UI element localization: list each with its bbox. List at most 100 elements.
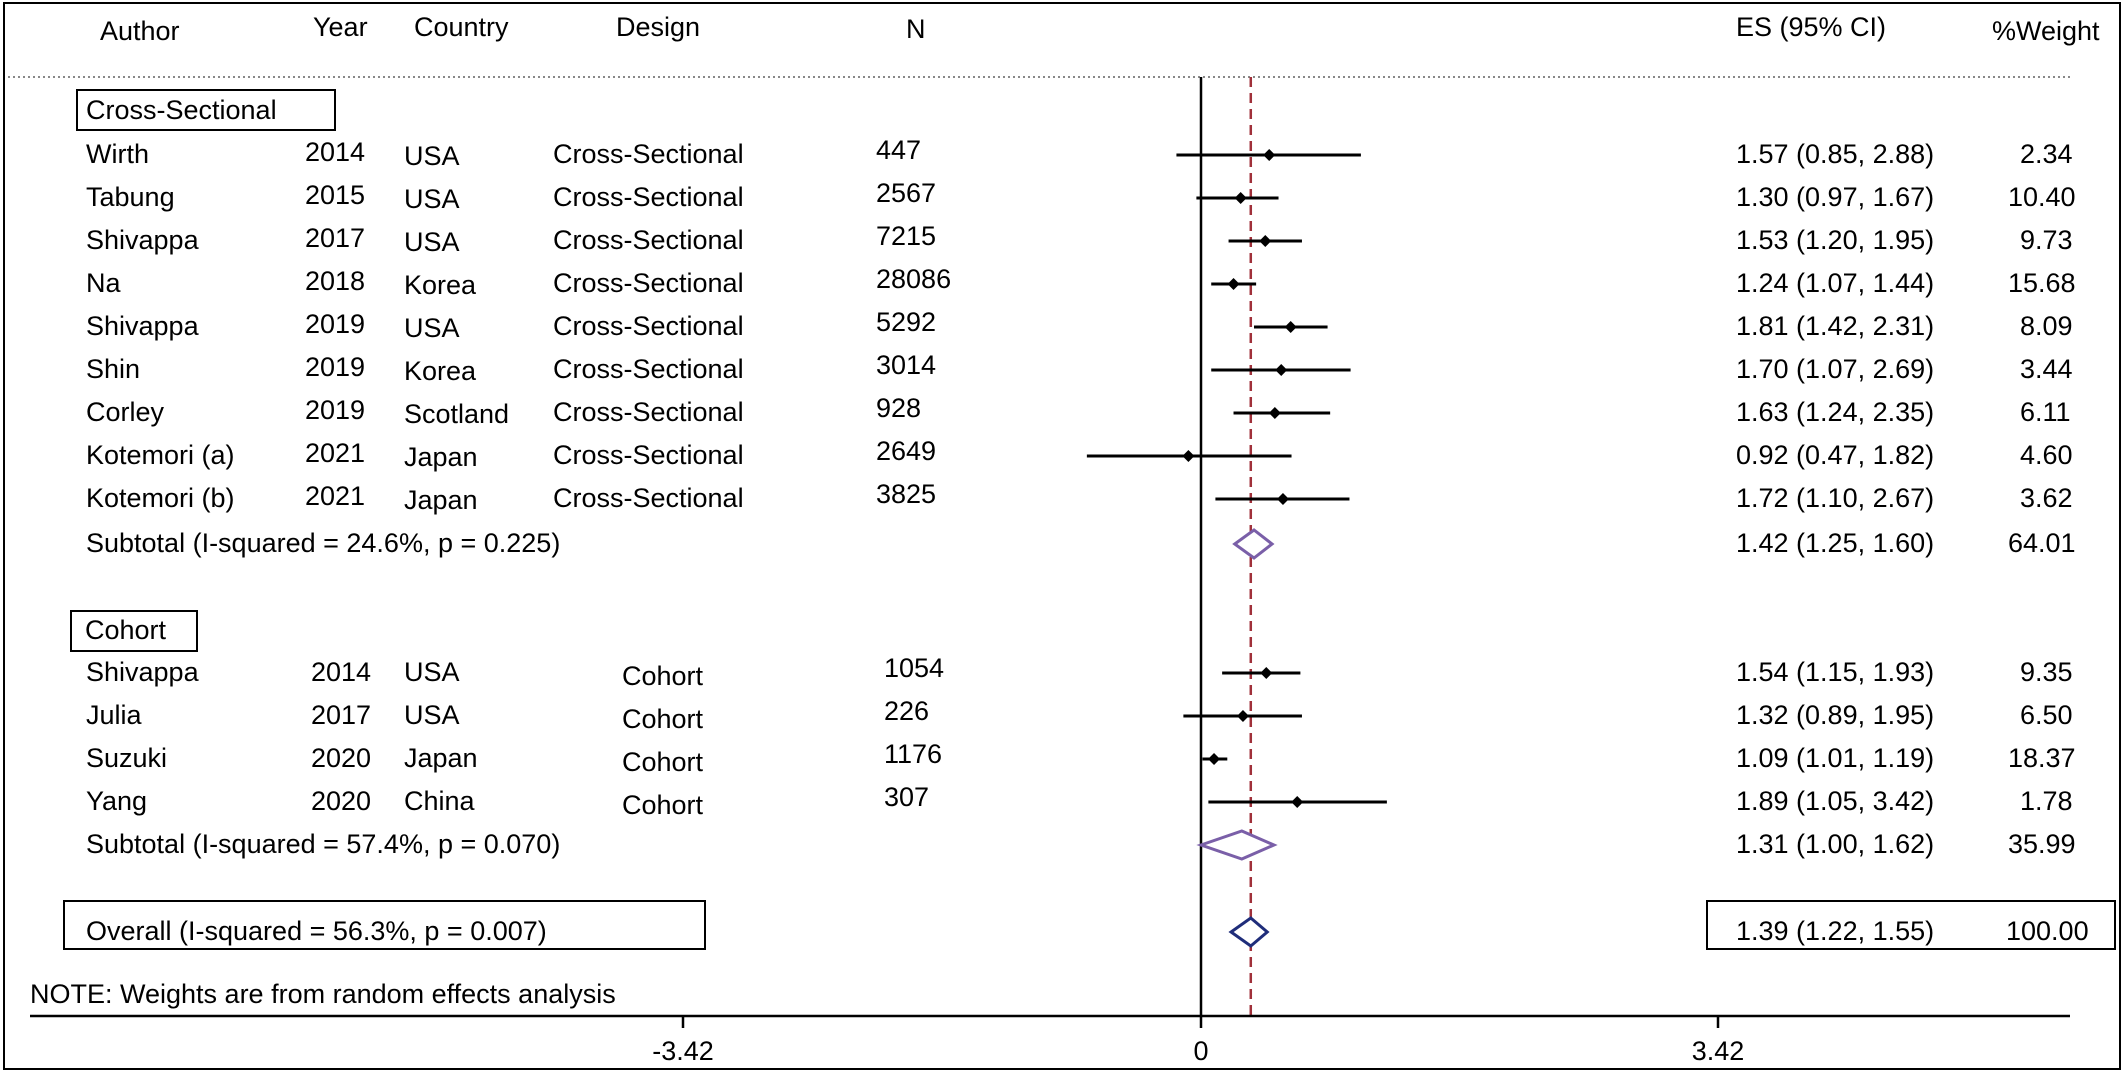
- study-design: Cross-Sectional: [553, 139, 744, 169]
- study-year: 2014: [311, 657, 372, 687]
- study-design: Cohort: [622, 747, 704, 777]
- overall-label: Overall (I-squared = 56.3%, p = 0.007): [86, 916, 547, 946]
- study-author: Kotemori (b): [86, 483, 235, 513]
- study-n: 5292: [876, 307, 937, 337]
- study-author: Shin: [86, 354, 141, 384]
- header-es: ES (95% CI): [1736, 12, 1887, 42]
- study-year: 2017: [311, 700, 372, 730]
- group-label-box: [76, 89, 336, 131]
- study-author: Shivappa: [86, 225, 199, 255]
- point-estimate: [1227, 278, 1240, 290]
- point-estimate: [1276, 493, 1289, 505]
- study-country: USA: [404, 313, 460, 343]
- study-author: Shivappa: [86, 657, 199, 687]
- x-tick-label: 3.42: [1691, 1036, 1745, 1066]
- study-n: 3014: [876, 350, 937, 380]
- point-estimate: [1236, 710, 1249, 722]
- study-n: 1054: [884, 653, 945, 683]
- header-country: Country: [414, 12, 509, 42]
- point-estimate: [1284, 321, 1297, 333]
- study-es: 1.72 (1.10, 2.67): [1736, 483, 1935, 513]
- study-year: 2015: [305, 180, 366, 210]
- study-n: 3825: [876, 479, 937, 509]
- study-country: China: [404, 786, 475, 816]
- study-author: Shivappa: [86, 311, 199, 341]
- study-es: 1.09 (1.01, 1.19): [1736, 743, 1935, 773]
- study-weight: 15.68: [2008, 268, 2076, 298]
- study-weight: 10.40: [2008, 182, 2076, 212]
- study-year: 2020: [311, 786, 372, 816]
- header-design: Design: [616, 12, 701, 42]
- overall-label-box: [63, 900, 706, 950]
- study-design: Cross-Sectional: [553, 311, 744, 341]
- overall-es-box: [1706, 900, 2116, 950]
- study-author: Tabung: [86, 182, 175, 212]
- footnote: NOTE: Weights are from random effects an…: [30, 979, 616, 1009]
- subtotal-es: 1.31 (1.00, 1.62): [1736, 829, 1935, 859]
- subtotal-diamond: [1196, 829, 1278, 861]
- header-year: Year: [313, 12, 368, 42]
- study-weight: 1.78: [2020, 786, 2073, 816]
- study-design: Cross-Sectional: [553, 354, 744, 384]
- subtotal-es: 1.42 (1.25, 1.60): [1736, 528, 1935, 558]
- point-estimate: [1260, 667, 1273, 679]
- study-country: Scotland: [404, 399, 510, 429]
- study-author: Suzuki: [86, 743, 168, 773]
- study-weight: 9.35: [2020, 657, 2073, 687]
- study-n: 1176: [884, 739, 943, 769]
- overall-diamond: [1228, 916, 1270, 948]
- point-estimate: [1208, 753, 1221, 765]
- study-design: Cross-Sectional: [553, 182, 744, 212]
- study-year: 2020: [311, 743, 372, 773]
- subtotal-weight: 64.01: [2008, 528, 2076, 558]
- group-label-box: [70, 610, 198, 652]
- study-year: 2018: [305, 266, 366, 296]
- study-n: 2649: [876, 436, 937, 466]
- study-design: Cross-Sectional: [553, 268, 744, 298]
- study-weight: 9.73: [2020, 225, 2073, 255]
- study-year: 2019: [305, 309, 366, 339]
- study-country: USA: [404, 657, 460, 687]
- study-es: 1.57 (0.85, 2.88): [1736, 139, 1935, 169]
- study-year: 2021: [305, 438, 366, 468]
- study-design: Cross-Sectional: [553, 440, 744, 470]
- point-estimate: [1275, 364, 1288, 376]
- study-es: 1.24 (1.07, 1.44): [1736, 268, 1935, 298]
- study-weight: 2.34: [2020, 139, 2073, 169]
- study-weight: 4.60: [2020, 440, 2073, 470]
- study-n: 307: [884, 782, 930, 812]
- overall-weight: 100.00: [2006, 916, 2089, 946]
- study-design: Cohort: [622, 704, 704, 734]
- study-n: 226: [884, 696, 930, 726]
- point-estimate: [1263, 149, 1276, 161]
- study-country: Korea: [404, 270, 477, 300]
- figure-frame: [3, 2, 2121, 1070]
- study-es: 1.81 (1.42, 2.31): [1736, 311, 1935, 341]
- subtotal-label: Subtotal (I-squared = 57.4%, p = 0.070): [86, 829, 561, 859]
- study-es: 1.32 (0.89, 1.95): [1736, 700, 1935, 730]
- study-author: Julia: [86, 700, 142, 730]
- study-es: 1.54 (1.15, 1.93): [1736, 657, 1935, 687]
- x-tick-label: 0: [1193, 1036, 1209, 1066]
- study-weight: 6.50: [2020, 700, 2073, 730]
- study-author: Kotemori (a): [86, 440, 235, 470]
- header-author: Author: [100, 16, 180, 46]
- study-year: 2019: [305, 395, 366, 425]
- study-design: Cross-Sectional: [553, 225, 744, 255]
- study-es: 1.63 (1.24, 2.35): [1736, 397, 1935, 427]
- study-n: 928: [876, 393, 922, 423]
- study-author: Yang: [86, 786, 148, 816]
- study-design: Cohort: [622, 790, 704, 820]
- study-author: Na: [86, 268, 121, 298]
- study-n: 447: [876, 135, 922, 165]
- study-design: Cross-Sectional: [553, 397, 744, 427]
- study-country: Japan: [404, 485, 478, 515]
- study-es: 1.30 (0.97, 1.67): [1736, 182, 1935, 212]
- study-year: 2017: [305, 223, 366, 253]
- header-weight: %Weight: [1992, 16, 2100, 46]
- point-estimate: [1182, 450, 1195, 462]
- forest-marks: [1086, 149, 1387, 948]
- point-estimate: [1268, 407, 1281, 419]
- study-weight: 8.09: [2020, 311, 2073, 341]
